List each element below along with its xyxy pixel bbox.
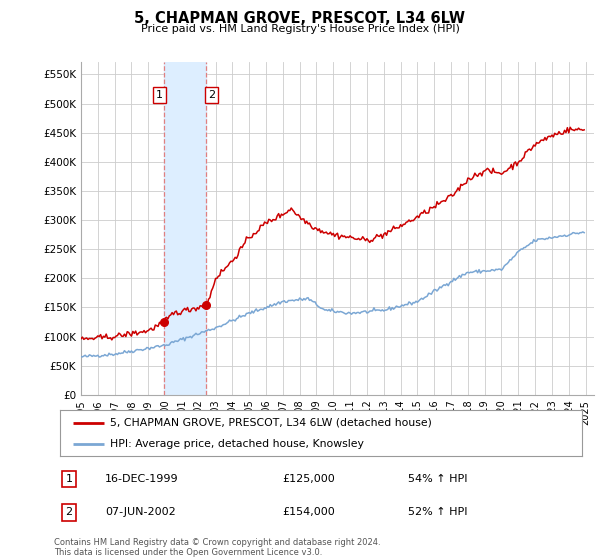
Text: 52% ↑ HPI: 52% ↑ HPI — [408, 507, 467, 517]
Text: 5, CHAPMAN GROVE, PRESCOT, L34 6LW (detached house): 5, CHAPMAN GROVE, PRESCOT, L34 6LW (deta… — [110, 418, 431, 428]
Text: Price paid vs. HM Land Registry's House Price Index (HPI): Price paid vs. HM Land Registry's House … — [140, 24, 460, 34]
Text: 1: 1 — [65, 474, 73, 484]
Text: 07-JUN-2002: 07-JUN-2002 — [105, 507, 176, 517]
Text: Contains HM Land Registry data © Crown copyright and database right 2024.
This d: Contains HM Land Registry data © Crown c… — [54, 538, 380, 557]
Text: 16-DEC-1999: 16-DEC-1999 — [105, 474, 179, 484]
Text: 1: 1 — [156, 90, 163, 100]
Text: 2: 2 — [208, 90, 215, 100]
Text: 5, CHAPMAN GROVE, PRESCOT, L34 6LW: 5, CHAPMAN GROVE, PRESCOT, L34 6LW — [134, 11, 466, 26]
Bar — [164, 62, 206, 395]
Text: 2: 2 — [65, 507, 73, 517]
Text: 54% ↑ HPI: 54% ↑ HPI — [408, 474, 467, 484]
Text: £125,000: £125,000 — [282, 474, 335, 484]
Text: HPI: Average price, detached house, Knowsley: HPI: Average price, detached house, Know… — [110, 439, 364, 449]
Text: £154,000: £154,000 — [282, 507, 335, 517]
